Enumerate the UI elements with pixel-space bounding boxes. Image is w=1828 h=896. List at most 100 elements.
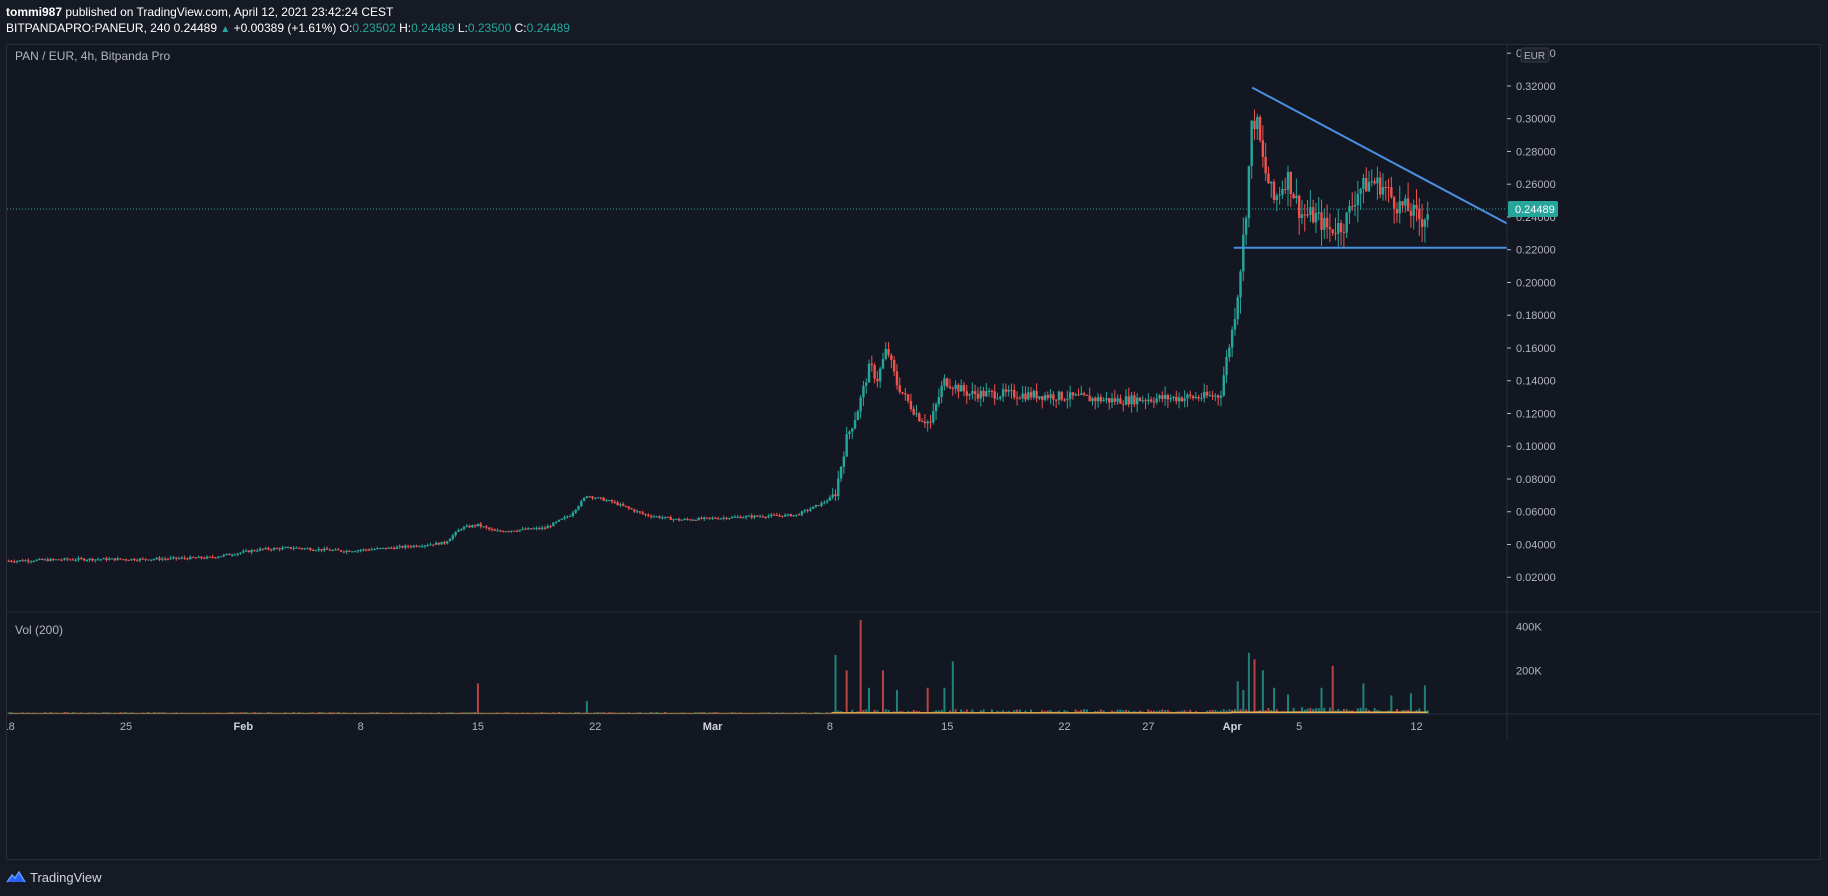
candle-down — [68, 559, 72, 561]
candle-down — [1328, 227, 1332, 230]
candle-up — [926, 421, 929, 424]
candle-up — [753, 515, 756, 518]
candle-up — [1222, 375, 1225, 396]
candle-up — [823, 502, 826, 504]
candle-up — [1177, 397, 1181, 402]
candle-up — [742, 517, 745, 519]
candle-up — [155, 557, 158, 560]
candle-down — [895, 371, 899, 386]
candle-down — [113, 558, 117, 561]
candle-up — [552, 522, 555, 527]
candle-down — [1267, 173, 1270, 184]
candle-down — [40, 558, 44, 560]
candle-up — [719, 518, 723, 520]
candle-down — [415, 545, 418, 547]
candle-up — [32, 561, 36, 563]
candle-down — [772, 514, 776, 516]
candle-down — [127, 559, 130, 561]
candle-down — [261, 548, 265, 550]
candle-down — [367, 549, 371, 551]
candle-down — [1013, 390, 1016, 398]
candle-up — [1426, 214, 1429, 220]
candle-down — [1365, 177, 1368, 192]
volume-bar — [845, 670, 848, 714]
candle-down — [890, 355, 893, 360]
candle-down — [339, 550, 343, 552]
volume-title: Vol (200) — [15, 623, 63, 637]
currency-box[interactable] — [1520, 47, 1550, 63]
candle-down — [1094, 397, 1097, 402]
last-price-label: 0.24489 — [1515, 204, 1555, 216]
candle-down — [52, 558, 55, 560]
price-tick-label: 0.08000 — [1516, 474, 1556, 486]
candle-up — [1376, 177, 1379, 184]
volume-bar — [1390, 695, 1393, 714]
candle-up — [635, 511, 639, 513]
volume-bar — [1049, 709, 1052, 714]
candle-down — [638, 511, 642, 513]
candle-up — [94, 559, 97, 561]
candle-up — [99, 559, 103, 561]
candle-down — [311, 550, 315, 552]
candle-up — [236, 553, 239, 555]
candle-down — [406, 545, 410, 547]
candle-down — [781, 515, 784, 517]
candle-up — [959, 385, 963, 392]
candle-up — [1027, 392, 1030, 400]
candle-up — [1208, 395, 1211, 397]
candle-down — [487, 527, 491, 530]
candle-up — [451, 535, 455, 539]
candle-up — [856, 411, 860, 421]
candle-down — [82, 558, 86, 561]
candle-up — [161, 558, 164, 560]
candle-up — [376, 548, 379, 550]
candle-up — [837, 478, 840, 497]
candle-up — [286, 547, 290, 549]
chart-frame[interactable]: PAN / EUR, 4h, Bitpanda Pro Vol (200) 0.… — [3, 44, 1821, 860]
trendline-descending-resistance[interactable] — [1251, 86, 1508, 225]
volume-bar — [476, 683, 479, 714]
candle-up — [169, 557, 172, 559]
candle-down — [46, 559, 49, 561]
candle-up — [566, 516, 569, 518]
candle-up — [454, 531, 457, 536]
candle-down — [1052, 394, 1055, 400]
candle-down — [513, 530, 516, 532]
volume-bar — [1124, 709, 1127, 714]
candle-up — [881, 359, 885, 369]
volume-bar — [1147, 709, 1150, 714]
candle-up — [1066, 399, 1069, 401]
candle-up — [15, 560, 19, 562]
candle-up — [845, 434, 848, 457]
last-price-badge — [1508, 200, 1558, 217]
price-tick-label: 0.20000 — [1516, 277, 1556, 289]
candle-up — [295, 547, 298, 549]
candle-up — [1404, 198, 1407, 206]
candle-up — [258, 548, 262, 551]
candle-down — [1334, 233, 1337, 235]
candle-up — [571, 512, 575, 517]
candle-up — [878, 368, 882, 382]
volume-bar — [1013, 710, 1016, 714]
footer-brand[interactable]: TradingView — [6, 866, 102, 888]
plot-background — [7, 45, 1820, 859]
candle-down — [384, 547, 387, 549]
candle-up — [996, 398, 999, 400]
candle-down — [270, 549, 273, 551]
candle-up — [795, 514, 798, 516]
candle-up — [420, 546, 424, 548]
candle-up — [353, 551, 357, 553]
chart-svg[interactable]: PAN / EUR, 4h, Bitpanda Pro Vol (200) 0.… — [3, 45, 1820, 859]
volume-bar — [1373, 708, 1376, 714]
date-tick-label: 25 — [120, 721, 132, 733]
candle-down — [901, 392, 904, 394]
volume-tick-label: 400K — [1516, 622, 1542, 634]
candle-down — [320, 548, 323, 551]
candle-down — [622, 504, 625, 506]
volume-bar — [1356, 708, 1359, 714]
volume-bar — [1183, 710, 1186, 714]
candle-up — [1314, 213, 1318, 223]
candle-down — [725, 517, 728, 519]
candle-up — [351, 551, 354, 553]
publisher-name[interactable]: tommi987 — [6, 5, 63, 19]
